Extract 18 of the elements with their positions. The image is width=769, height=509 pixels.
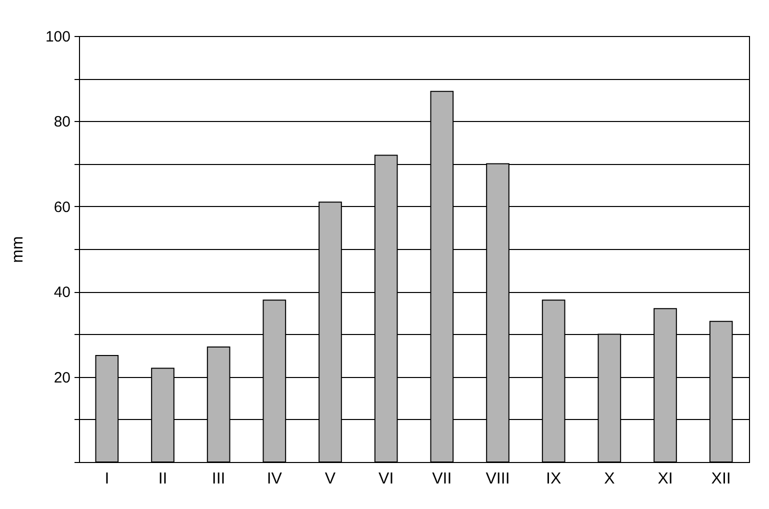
- y-tick-label: 40: [54, 284, 70, 302]
- x-tick-label: IX: [546, 470, 562, 488]
- y-tick-label: 60: [54, 198, 70, 216]
- y-tick-label: 100: [45, 28, 70, 46]
- x-tick-label: VI: [378, 470, 394, 488]
- x-tick-label: XI: [658, 470, 673, 488]
- x-tick-label: IV: [266, 470, 282, 488]
- y-axis-title: mm: [9, 236, 26, 263]
- x-tick-label: V: [324, 470, 336, 488]
- x-tick-label: VIII: [486, 470, 510, 488]
- y-tick-label: 20: [54, 369, 70, 386]
- x-tick-label: I: [104, 470, 110, 488]
- x-tick-label: VII: [432, 470, 452, 488]
- y-tick-label: 80: [54, 114, 70, 131]
- x-tick-label: XII: [711, 470, 731, 488]
- x-tick-label: X: [604, 470, 616, 488]
- x-tick-label: III: [212, 470, 226, 488]
- x-tick-label: II: [158, 470, 168, 488]
